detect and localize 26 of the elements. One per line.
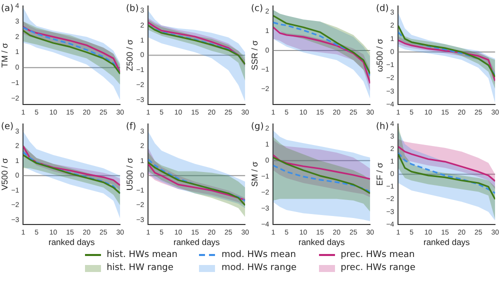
y-axis-title: SSR / σ xyxy=(249,40,260,70)
y-axis-title: SM / σ xyxy=(249,160,260,187)
chart-title: (g) xyxy=(251,122,264,132)
chart-title: (d) xyxy=(376,4,389,14)
chart-title: (h) xyxy=(376,122,389,132)
y-axis-title: Z500 / σ xyxy=(124,38,134,72)
y-axis-title: EF / σ xyxy=(374,162,384,186)
legend-label: mod. HWs mean xyxy=(221,250,296,260)
chart-title: (c) xyxy=(251,4,263,14)
y-axis-title: ω500 / σ xyxy=(374,38,384,72)
text: prec. HWs range xyxy=(340,263,416,273)
legend-label: prec. HWs mean xyxy=(340,250,415,260)
chart-title: (a) xyxy=(1,4,14,14)
x-axis-title: ranked days xyxy=(48,237,95,248)
y-axis-title: U500 / σ xyxy=(124,157,134,191)
x-axis-title: ranked days xyxy=(173,237,220,248)
chart-title: (f) xyxy=(126,122,136,132)
text: hist. HW range xyxy=(106,263,174,273)
x-axis-title: ranked days xyxy=(423,237,470,248)
legend-label: hist. HWs mean xyxy=(106,250,178,260)
text: mod. HWs range xyxy=(221,263,297,273)
x-axis-title: ranked days xyxy=(298,237,345,248)
y-axis-title: V500 / σ xyxy=(0,157,10,190)
chart-title: (b) xyxy=(126,4,139,14)
y-axis-title: TM / σ xyxy=(0,42,10,68)
chart-title: (e) xyxy=(1,122,14,132)
